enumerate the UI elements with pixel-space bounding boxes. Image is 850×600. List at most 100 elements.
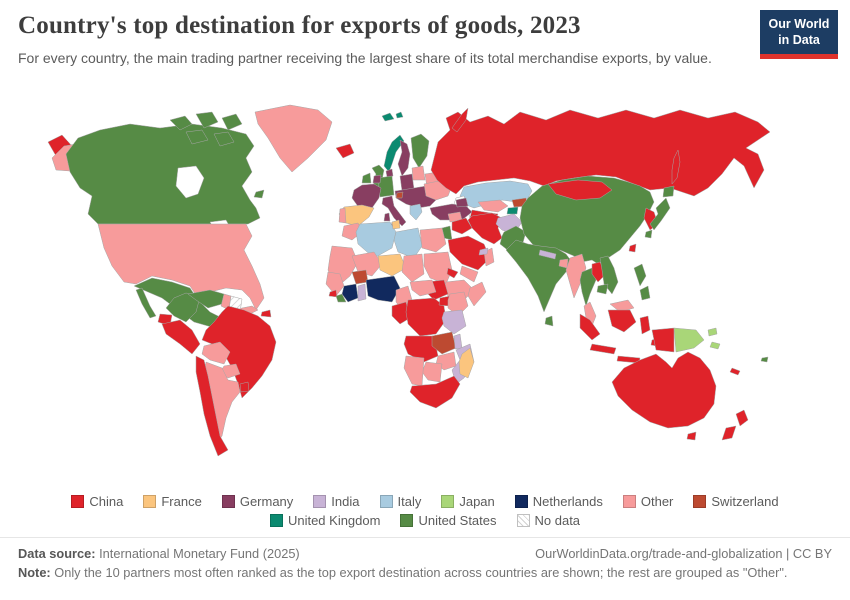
license-link[interactable]: OurWorldinData.org/trade-and-globalizati… xyxy=(535,546,832,561)
region-iceland[interactable] xyxy=(335,143,355,159)
region-nepal[interactable] xyxy=(538,249,557,260)
region-tanzania[interactable] xyxy=(441,309,467,335)
region-south-africa[interactable] xyxy=(409,375,461,409)
region-uruguay[interactable] xyxy=(239,381,250,393)
region-indonesia-java[interactable] xyxy=(589,343,617,355)
region-eritrea[interactable] xyxy=(446,267,459,279)
region-zambia[interactable] xyxy=(431,331,457,355)
region-canada-arctic-island[interactable] xyxy=(185,129,209,145)
region-canada-arctic-island[interactable] xyxy=(213,131,235,147)
region-india[interactable] xyxy=(505,239,573,313)
region-tasmania[interactable] xyxy=(686,431,697,441)
region-new-caledonia[interactable] xyxy=(729,367,741,376)
region-australia[interactable] xyxy=(611,351,717,429)
region-burkina-faso[interactable] xyxy=(351,269,369,285)
region-canada-arctic-island[interactable] xyxy=(195,111,219,129)
region-cote-divoire[interactable] xyxy=(341,283,359,303)
region-denmark[interactable] xyxy=(385,168,394,178)
region-papua-new-guinea[interactable] xyxy=(673,327,705,353)
region-malaysia-borneo[interactable] xyxy=(609,299,635,313)
region-indonesia-papua[interactable] xyxy=(651,327,675,353)
region-turkey[interactable] xyxy=(429,203,473,221)
region-solomon-islands[interactable] xyxy=(709,341,721,350)
region-tajikistan[interactable] xyxy=(506,206,519,215)
region-new-zealand-south[interactable] xyxy=(721,425,737,441)
region-portugal[interactable] xyxy=(338,207,347,224)
region-svalbard[interactable] xyxy=(395,111,404,119)
legend-item-united_states[interactable]: United States xyxy=(400,513,497,528)
region-namibia[interactable] xyxy=(403,355,425,387)
region-philippines[interactable] xyxy=(639,285,651,301)
region-sri-lanka[interactable] xyxy=(544,315,554,327)
region-taiwan[interactable] xyxy=(628,243,637,253)
region-low-countries[interactable] xyxy=(372,174,382,184)
region-japan-honshu[interactable] xyxy=(649,197,671,231)
region-iraq[interactable] xyxy=(451,217,473,235)
region-canada[interactable] xyxy=(65,123,261,225)
legend-item-switzerland[interactable]: Switzerland xyxy=(693,494,779,509)
region-gabon-congo[interactable] xyxy=(391,301,411,325)
region-niger[interactable] xyxy=(377,253,407,277)
region-greece[interactable] xyxy=(409,203,423,221)
region-italy[interactable] xyxy=(381,195,407,227)
region-egypt[interactable] xyxy=(419,227,447,253)
region-peru[interactable] xyxy=(161,319,201,355)
region-chile[interactable] xyxy=(195,355,229,457)
legend-item-no_data[interactable]: No data xyxy=(516,513,580,528)
region-algeria[interactable] xyxy=(355,221,397,259)
region-libya[interactable] xyxy=(393,227,423,259)
region-finland[interactable] xyxy=(410,133,430,169)
region-ghana[interactable] xyxy=(357,283,367,302)
region-baltic-states[interactable] xyxy=(411,165,426,181)
region-canada-arctic-island[interactable] xyxy=(221,113,243,131)
region-liberia[interactable] xyxy=(335,293,347,303)
region-cambodia[interactable] xyxy=(596,283,609,295)
region-mongolia[interactable] xyxy=(547,179,613,201)
legend-item-italy[interactable]: Italy xyxy=(379,494,421,509)
region-novaya-zemlya[interactable] xyxy=(451,107,469,133)
region-indonesia-borneo[interactable] xyxy=(607,309,637,333)
legend-item-united_kingdom[interactable]: United Kingdom xyxy=(269,513,380,528)
legend-item-france[interactable]: France xyxy=(143,494,202,509)
region-ireland[interactable] xyxy=(361,172,372,184)
region-hispaniola[interactable] xyxy=(260,309,272,318)
region-indonesia-sumatra[interactable] xyxy=(579,313,601,341)
region-iran[interactable] xyxy=(467,212,503,245)
legend-item-japan[interactable]: Japan xyxy=(441,494,495,509)
legend-item-other[interactable]: Other xyxy=(622,494,673,509)
region-indonesia-sulawesi[interactable] xyxy=(639,315,651,335)
region-nigeria[interactable] xyxy=(365,275,401,303)
region-mali[interactable] xyxy=(351,251,383,277)
region-yemen[interactable] xyxy=(459,265,479,283)
region-newfoundland[interactable] xyxy=(253,189,265,199)
region-france[interactable] xyxy=(351,183,382,213)
region-uae[interactable] xyxy=(478,247,489,256)
region-sardinia[interactable] xyxy=(383,212,391,222)
legend-item-china[interactable]: China xyxy=(71,494,123,509)
region-uzbekistan[interactable] xyxy=(477,199,509,213)
legend-item-netherlands[interactable]: Netherlands xyxy=(514,494,603,509)
region-malawi[interactable] xyxy=(453,333,463,350)
region-dr-congo[interactable] xyxy=(405,297,447,337)
region-bolivia[interactable] xyxy=(201,341,231,365)
region-senegal-guinea[interactable] xyxy=(325,271,345,297)
legend-item-india[interactable]: India xyxy=(313,494,360,509)
region-central-african-republic[interactable] xyxy=(409,279,437,297)
region-norway[interactable] xyxy=(383,134,405,173)
region-caucasus[interactable] xyxy=(455,197,469,208)
region-sweden[interactable] xyxy=(397,139,411,177)
region-somalia[interactable] xyxy=(467,281,487,307)
legend-item-germany[interactable]: Germany xyxy=(221,494,293,509)
region-tunisia[interactable] xyxy=(391,219,401,230)
region-usa[interactable] xyxy=(97,223,265,311)
region-sakhalin[interactable] xyxy=(671,149,681,185)
region-baja-california[interactable] xyxy=(135,287,157,319)
region-canada-arctic-island[interactable] xyxy=(169,115,193,131)
region-greenland[interactable] xyxy=(254,104,333,173)
region-russia[interactable] xyxy=(430,109,771,197)
region-solomon-islands[interactable] xyxy=(707,327,718,337)
region-fiji[interactable] xyxy=(760,356,769,363)
region-myanmar[interactable] xyxy=(565,253,587,299)
region-madagascar[interactable] xyxy=(458,347,475,379)
owid-logo[interactable]: Our World in Data xyxy=(760,10,838,60)
